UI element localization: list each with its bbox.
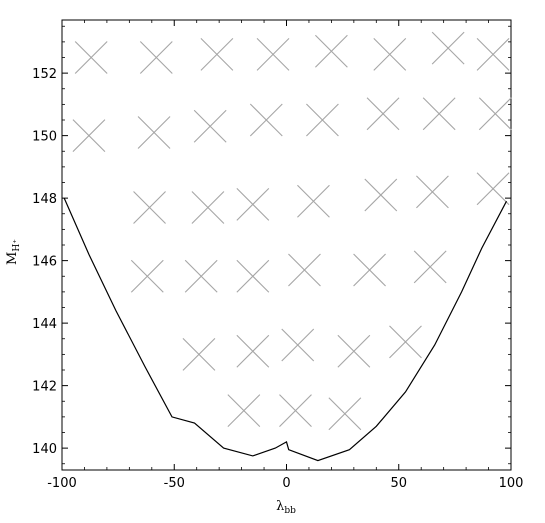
y-tick-label: 144 bbox=[32, 317, 57, 332]
data-point-cross bbox=[288, 253, 321, 287]
data-point-cross bbox=[416, 175, 449, 209]
plot-frame bbox=[61, 19, 512, 471]
data-point-cross bbox=[431, 31, 465, 65]
data-point-cross bbox=[191, 191, 225, 224]
data-point-cross bbox=[184, 259, 218, 293]
data-point-cross bbox=[306, 103, 339, 137]
data-point-cross bbox=[366, 97, 400, 131]
y-tick-label: 148 bbox=[32, 192, 57, 207]
y-tick-label: 140 bbox=[32, 442, 57, 457]
y-tick-label: 152 bbox=[32, 67, 57, 82]
data-point-cross bbox=[182, 337, 216, 371]
data-point-cross bbox=[478, 97, 512, 131]
data-point-cross bbox=[476, 172, 510, 206]
data-point-cross bbox=[137, 116, 171, 149]
data-point-cross bbox=[139, 41, 173, 74]
y-axis-label: MH⁺ bbox=[5, 239, 22, 265]
axis-ticks: -100 -50 0 50 100 140 142 144 146 148 150 152 bbox=[32, 20, 523, 491]
data-point-cross bbox=[476, 37, 510, 71]
data-point-cross bbox=[193, 109, 227, 143]
data-point-cross bbox=[328, 397, 362, 431]
data-point-cross bbox=[130, 259, 164, 293]
data-point-cross bbox=[249, 103, 283, 137]
data-point-cross bbox=[74, 41, 108, 74]
data-point-cross bbox=[297, 184, 330, 218]
x-tick-label: 50 bbox=[390, 476, 407, 491]
x-tick-label: -100 bbox=[47, 476, 77, 491]
data-point-cross bbox=[236, 187, 270, 221]
data-point-cross bbox=[413, 250, 447, 284]
data-point-cross bbox=[279, 394, 312, 428]
x-tick-label: 0 bbox=[282, 476, 290, 491]
data-point-cross bbox=[373, 37, 407, 71]
data-point-cross bbox=[256, 37, 290, 71]
data-point-cross bbox=[389, 325, 422, 359]
x-tick-label: -50 bbox=[164, 476, 185, 491]
data-point-cross bbox=[72, 119, 106, 153]
x-tick-label: 100 bbox=[499, 476, 524, 491]
y-tick-label: 150 bbox=[32, 130, 57, 145]
data-point-cross bbox=[315, 34, 348, 68]
boundary-curve bbox=[63, 197, 508, 462]
data-point-cross bbox=[422, 97, 456, 131]
x-axis-label: λbb bbox=[276, 499, 296, 516]
data-point-cross bbox=[281, 328, 315, 362]
y-tick-label: 146 bbox=[32, 255, 57, 270]
data-point-cross bbox=[133, 191, 166, 224]
data-point-cross bbox=[236, 259, 270, 293]
data-point-cross bbox=[337, 334, 371, 368]
chart-marks bbox=[63, 31, 512, 462]
y-tick-label: 142 bbox=[32, 380, 57, 395]
data-point-cross bbox=[364, 178, 398, 212]
data-point-cross bbox=[353, 253, 386, 287]
data-point-cross bbox=[227, 394, 261, 428]
data-point-cross bbox=[200, 37, 234, 71]
data-point-cross bbox=[236, 334, 270, 368]
